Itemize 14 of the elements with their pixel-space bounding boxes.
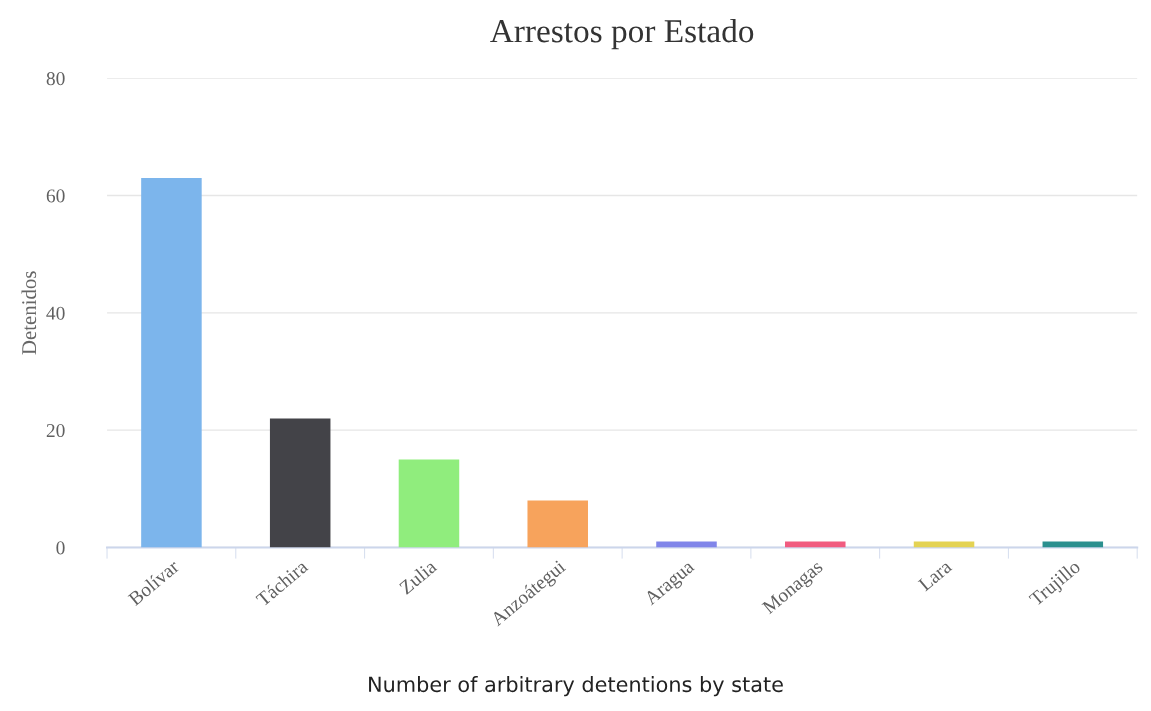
y-tick-label: 80: [46, 72, 65, 86]
bar: [527, 500, 588, 548]
y-axis-title: Detenidos: [21, 271, 37, 355]
y-tick-label: 20: [46, 423, 65, 438]
y-tick-label: 40: [46, 306, 65, 320]
x-tick-label: Lara: [917, 559, 953, 592]
text: Number of arbitrary detentions by state: [369, 676, 783, 697]
chart-title: Arrestos por Estado: [490, 18, 754, 50]
y-tick-label: 0: [56, 541, 65, 555]
y-tick-label: 60: [46, 189, 65, 203]
bar: [269, 418, 331, 548]
x-tick-label: Zulia: [398, 558, 438, 595]
bar: [398, 459, 460, 548]
bar: [141, 177, 202, 548]
